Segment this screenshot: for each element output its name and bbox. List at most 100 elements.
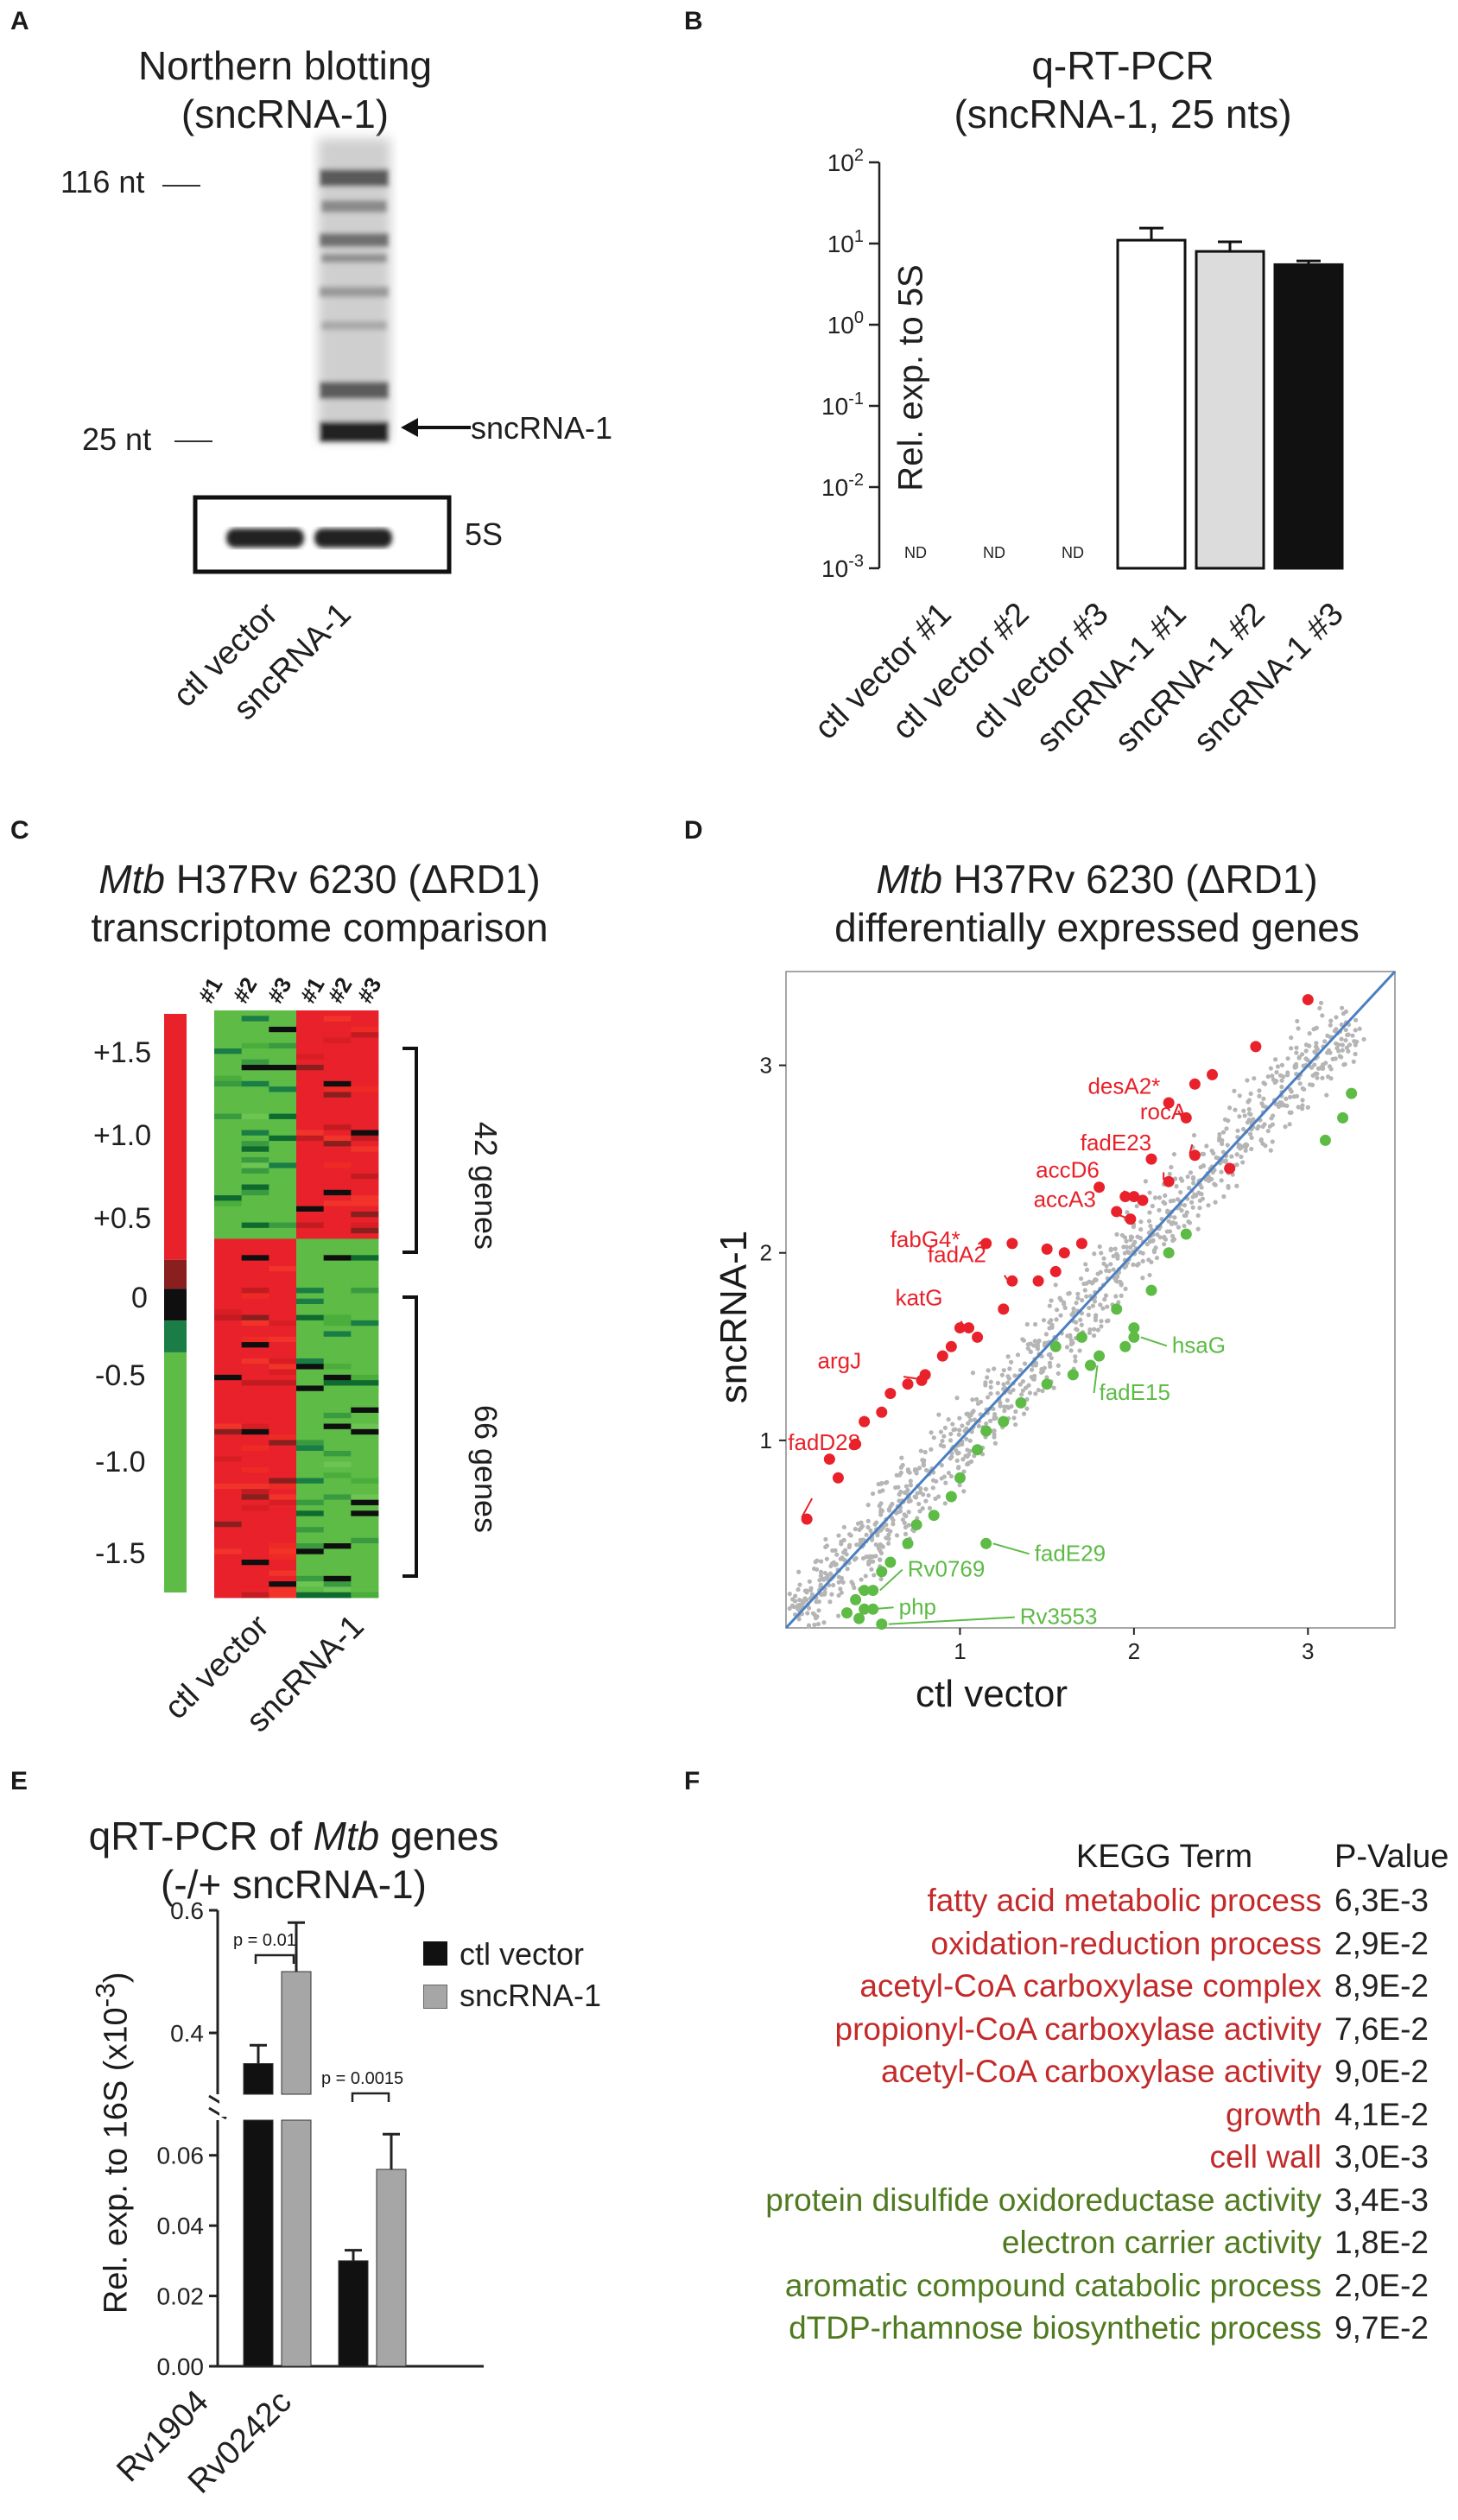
bg-gene-point — [1099, 1324, 1104, 1329]
bg-gene-point — [1071, 1306, 1076, 1312]
bg-gene-point — [942, 1501, 948, 1506]
heatmap-cell — [269, 1369, 297, 1376]
up-gene-point — [916, 1374, 928, 1386]
bg-gene-point — [1340, 1042, 1345, 1048]
heatmap-cell — [296, 1521, 325, 1528]
heatmap-cell — [323, 1570, 352, 1577]
bg-gene-point — [796, 1569, 802, 1574]
bg-gene-point — [1090, 1303, 1095, 1308]
heatmap-cell — [323, 1527, 352, 1533]
bg-gene-point — [1340, 1005, 1345, 1010]
heatmap-cell — [296, 1570, 325, 1577]
heatmap-cell — [241, 1499, 269, 1506]
bg-gene-point — [1257, 1088, 1262, 1093]
up-gene-point — [1006, 1275, 1018, 1287]
bg-gene-point — [1247, 1131, 1253, 1137]
heatmap-cell — [241, 1347, 269, 1354]
heatmap-cell — [323, 1059, 352, 1066]
bg-gene-point — [864, 1554, 869, 1560]
bg-gene-point — [1075, 1291, 1081, 1296]
bg-gene-point — [1128, 1244, 1133, 1250]
bg-gene-point — [1243, 1148, 1248, 1153]
heatmap-cell — [296, 1206, 325, 1213]
bg-gene-point — [787, 1605, 792, 1611]
down-gene-point — [859, 1585, 871, 1597]
heatmap-cell — [323, 1451, 352, 1457]
bg-gene-point — [865, 1524, 871, 1530]
up-gene-leader — [960, 1320, 965, 1327]
bg-gene-point — [1066, 1291, 1071, 1296]
bg-gene-point — [829, 1592, 834, 1597]
bg-gene-point — [1248, 1091, 1253, 1096]
bg-gene-point — [1020, 1337, 1025, 1342]
bg-gene-point — [1200, 1196, 1206, 1201]
bg-gene-point — [955, 1451, 960, 1456]
heatmap-cell — [241, 1097, 269, 1104]
heatmap-cell — [351, 1222, 379, 1229]
panel-letter-c: C — [10, 816, 29, 845]
heatmap-cell — [214, 1352, 243, 1359]
bg-gene-point — [913, 1495, 919, 1500]
up-gene-point — [823, 1453, 835, 1466]
heatmap-cell — [241, 1451, 269, 1457]
heatmap-cell — [296, 1581, 325, 1587]
heatmap-cell — [296, 1499, 325, 1506]
up-gene-leader — [977, 1241, 982, 1245]
heatmap-cell — [296, 1369, 325, 1376]
bg-gene-point — [836, 1613, 841, 1618]
col-label-0: #1 — [193, 972, 228, 1008]
heatmap-cell — [351, 1537, 379, 1544]
b-nd-label: ND — [1062, 544, 1084, 561]
heatmap-cell — [351, 1554, 379, 1561]
bg-gene-point — [1017, 1382, 1023, 1387]
kegg-pvalue: 9,7E-2 — [1334, 2310, 1429, 2346]
heatmap-cell — [351, 1466, 379, 1473]
heatmap-cell — [241, 1380, 269, 1386]
down-gene-label: fadE29 — [1035, 1540, 1106, 1566]
bg-gene-point — [1146, 1257, 1151, 1263]
bg-gene-point — [807, 1579, 812, 1584]
kegg-pvalue: 9,0E-2 — [1334, 2054, 1429, 2089]
heatmap-cell — [269, 1048, 297, 1054]
bg-gene-point — [1169, 1164, 1174, 1170]
heatmap-cell — [323, 1097, 352, 1104]
bg-gene-point — [1102, 1297, 1107, 1302]
bg-gene-point — [1223, 1159, 1228, 1164]
bg-gene-point — [841, 1524, 846, 1529]
heatmap-cell — [351, 1336, 379, 1343]
heatmap-cell — [323, 1195, 352, 1201]
bg-gene-point — [948, 1456, 953, 1461]
heatmap-cell — [269, 1418, 297, 1424]
bg-gene-point — [878, 1512, 884, 1517]
heatmap-cell — [269, 1265, 297, 1272]
heatmap-cell — [214, 1527, 243, 1533]
heatmap-cell — [214, 1304, 243, 1310]
bg-gene-point — [961, 1469, 967, 1474]
heatmap-cell — [296, 1466, 325, 1473]
bg-gene-point — [793, 1593, 798, 1599]
scale-bar-segment — [164, 1352, 187, 1592]
bg-gene-point — [816, 1608, 821, 1613]
down-gene-point — [980, 1537, 992, 1549]
heatmap-cell — [323, 1314, 352, 1321]
bg-gene-point — [1343, 1009, 1348, 1015]
heatmap-cell — [241, 1168, 269, 1175]
heatmap-cell — [323, 1141, 352, 1147]
bg-gene-point — [1054, 1307, 1060, 1313]
bg-gene-point — [1058, 1297, 1063, 1302]
scale-label-4: -0.5 — [95, 1359, 146, 1392]
bg-gene-point — [1206, 1203, 1211, 1208]
up-gene-point — [1032, 1275, 1044, 1287]
heatmap-cell — [214, 1130, 243, 1137]
bg-gene-point — [1352, 1039, 1357, 1044]
heatmap-cell — [269, 1489, 297, 1495]
down-gene-leader — [879, 1568, 903, 1592]
heatmap-cell — [351, 1516, 379, 1523]
group-up-label: 42 genes — [468, 1121, 504, 1251]
heatmap-cell — [351, 1195, 379, 1201]
bg-gene-point — [836, 1533, 841, 1538]
bg-gene-point — [986, 1368, 991, 1373]
bg-gene-point — [1091, 1333, 1097, 1339]
heatmap-cell — [241, 1532, 269, 1539]
heatmap-cell — [323, 1472, 352, 1478]
